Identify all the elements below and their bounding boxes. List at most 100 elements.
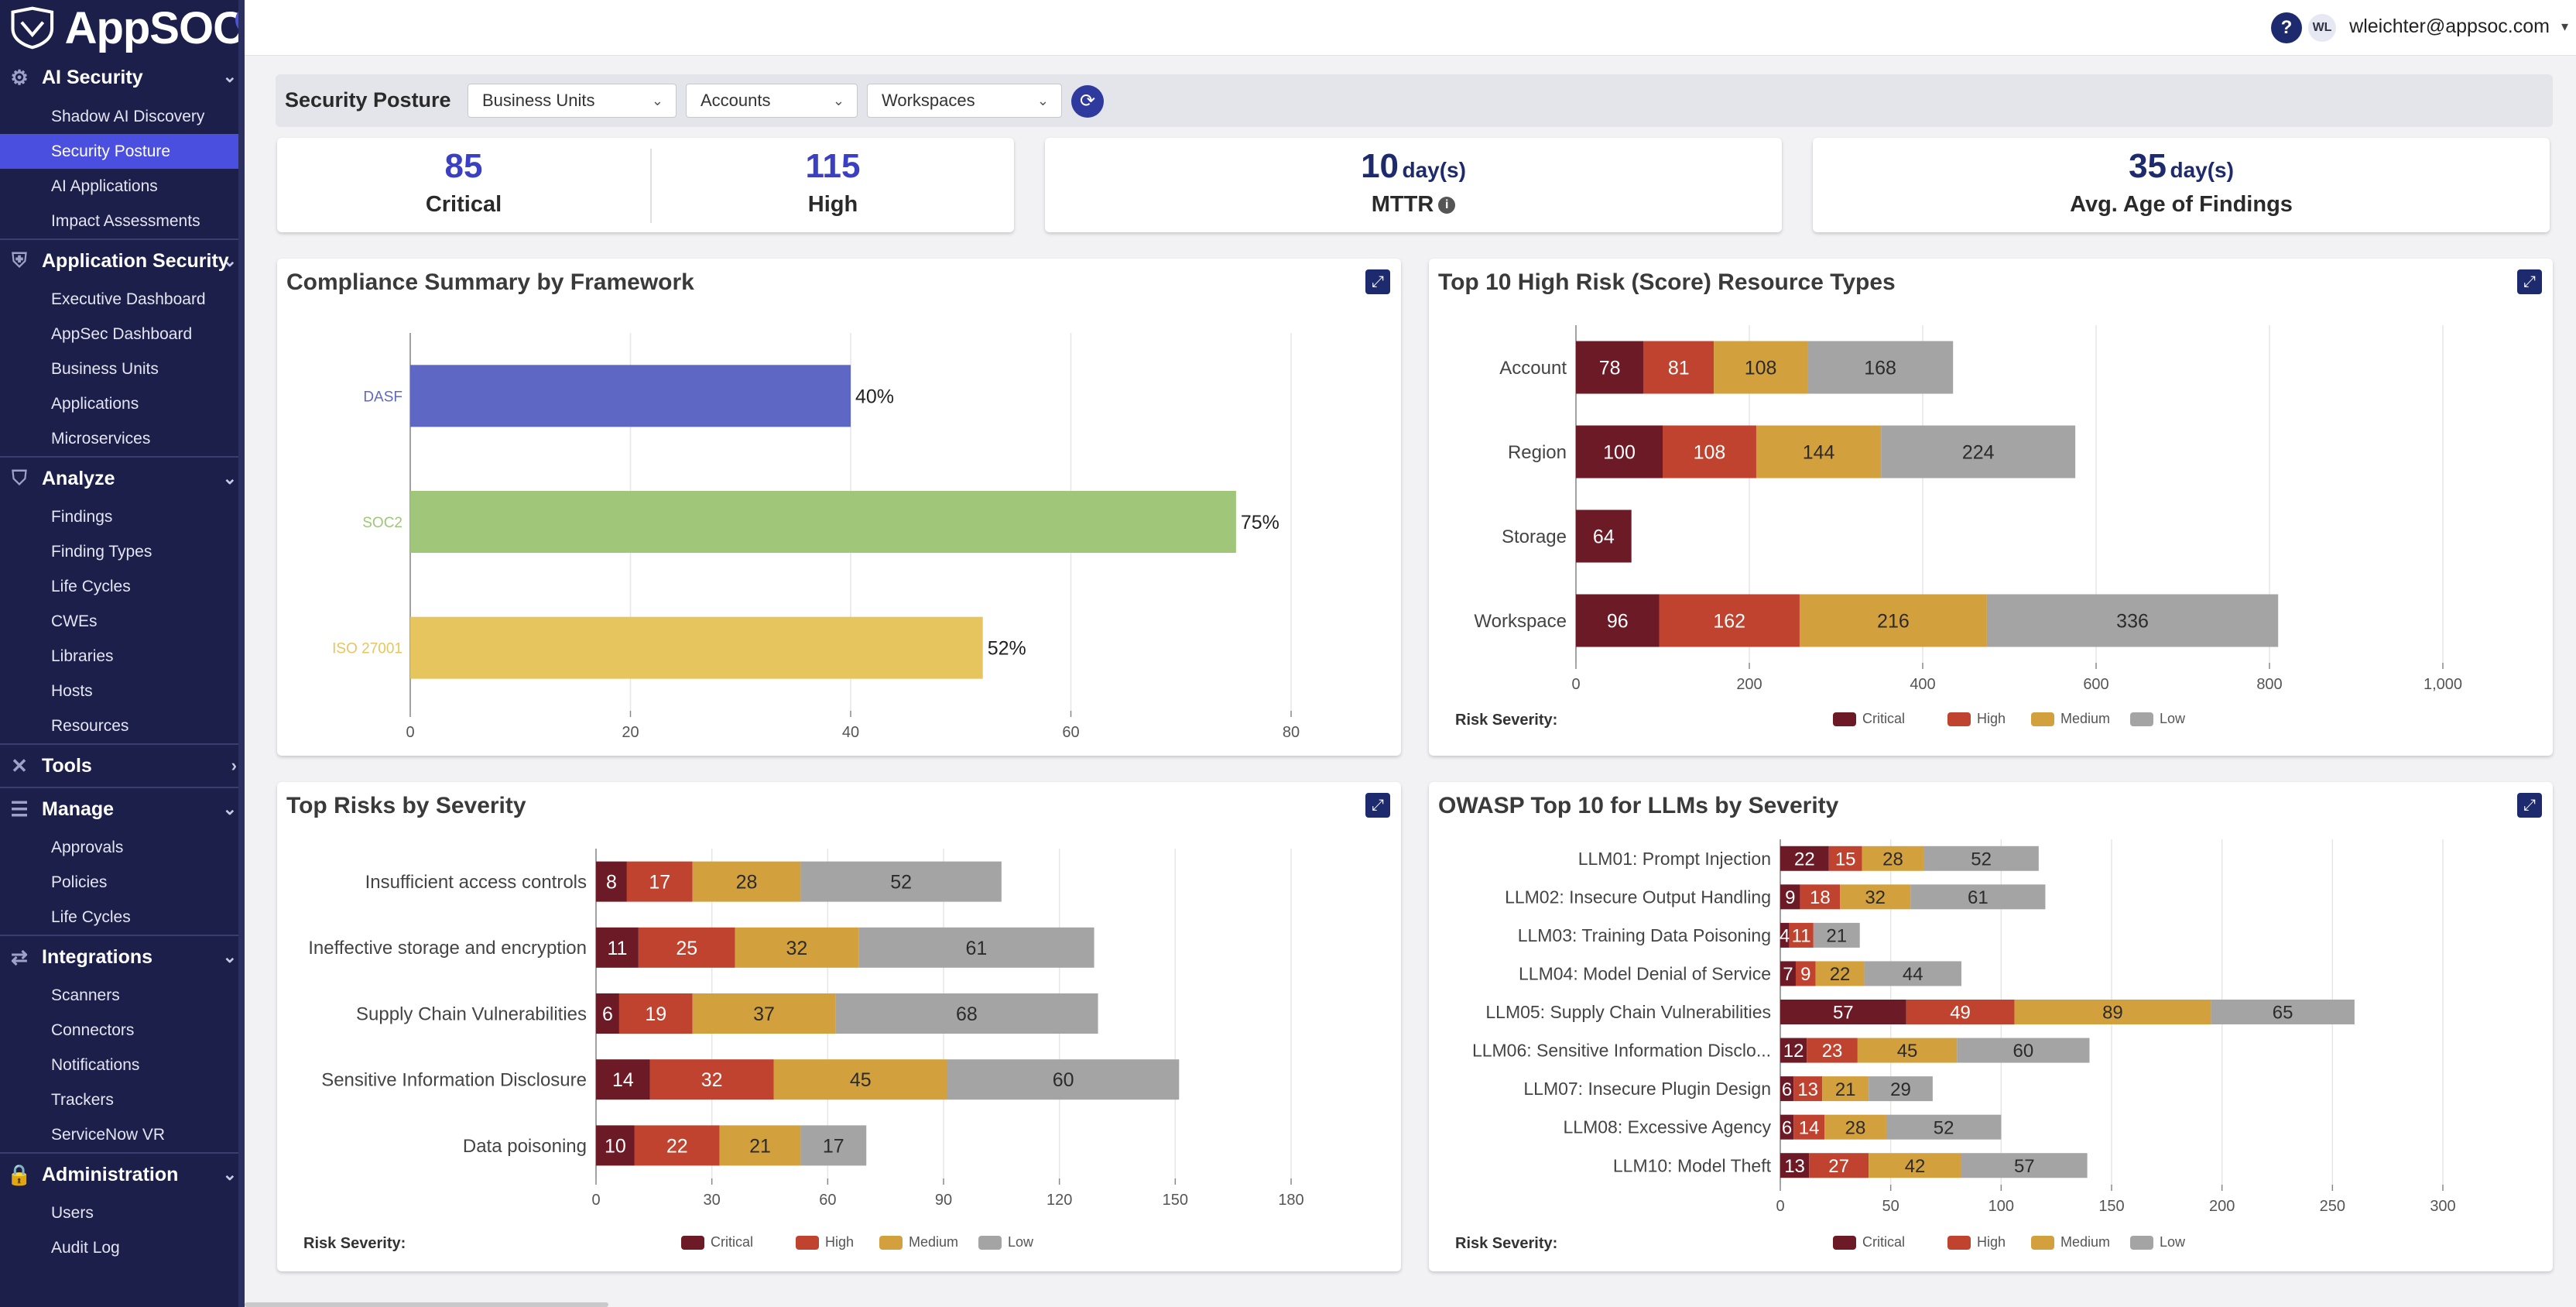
- refresh-icon[interactable]: ⟳: [1071, 85, 1104, 118]
- sidebar-item-security-posture[interactable]: Security Posture: [0, 134, 245, 169]
- data-label: 22: [666, 1135, 688, 1157]
- sidebar-item-findings[interactable]: Findings: [51, 508, 113, 526]
- sidebar-section-ai-security[interactable]: ⚙ AI Security ⌄: [0, 56, 245, 99]
- category-label: Workspace: [1474, 611, 1567, 632]
- caret-down-icon[interactable]: ▾: [2561, 19, 2568, 34]
- bar-segment-high: [1793, 1076, 1823, 1102]
- resource-types-chart: 0 200 400 600 800 1,000 Account 78 81 108 168 Regio…: [1455, 325, 2462, 729]
- avatar[interactable]: WL: [2308, 14, 2336, 42]
- sidebar-item-life-cycles[interactable]: Life Cycles: [51, 908, 131, 926]
- bar-segment-critical: [1576, 509, 1632, 563]
- business-units-select[interactable]: Business Units ⌄: [468, 84, 677, 118]
- info-icon[interactable]: i: [1438, 197, 1456, 214]
- owasp-panel: OWASP Top 10 for LLMs by Severity ⤢ 0 50 1…: [1429, 782, 2553, 1271]
- sidebar-item-audit-log[interactable]: Audit Log: [51, 1239, 120, 1257]
- legend-swatch: [2031, 712, 2054, 726]
- sidebar-item-connectors[interactable]: Connectors: [51, 1021, 135, 1039]
- sidebar-item-shadow-ai-discovery[interactable]: Shadow AI Discovery: [51, 108, 205, 125]
- sidebar-item-applications[interactable]: Applications: [51, 395, 139, 413]
- sidebar-item-servicenow-vr[interactable]: ServiceNow VR: [51, 1126, 166, 1144]
- bar-segment-high: [1800, 884, 1841, 910]
- sidebar-item-finding-types[interactable]: Finding Types: [51, 543, 152, 561]
- sidebar-item-libraries[interactable]: Libraries: [51, 647, 114, 665]
- x-tick-label: 150: [1163, 1192, 1188, 1209]
- sidebar-item-policies[interactable]: Policies: [51, 873, 108, 891]
- x-tick-label: 60: [819, 1192, 836, 1209]
- bar-segment-medium: [1824, 1114, 1886, 1140]
- data-label: 78: [1599, 358, 1621, 379]
- sidebar-item-business-units[interactable]: Business Units: [51, 360, 159, 378]
- bar-segment-critical: [1780, 884, 1800, 910]
- kpi-age-value: 35: [2129, 147, 2167, 185]
- sidebar-item-ai-applications[interactable]: AI Applications: [51, 177, 158, 195]
- x-tick-label: 30: [704, 1192, 721, 1209]
- sidebar-section-tools[interactable]: ✕ Tools ›: [0, 743, 245, 787]
- data-label: 144: [1803, 442, 1835, 464]
- sidebar-item-life-cycles[interactable]: Life Cycles: [51, 578, 131, 595]
- help-icon[interactable]: ?: [2271, 12, 2302, 43]
- sidebar-item-users[interactable]: Users: [51, 1204, 94, 1222]
- kpi-mttr-label: MTTR: [1371, 192, 1434, 217]
- bar-segment-critical: [1780, 1114, 1794, 1140]
- legend-label: Critical: [1862, 711, 1905, 726]
- kpi-critical[interactable]: 85 Critical: [277, 147, 650, 218]
- sidebar-item-trackers[interactable]: Trackers: [51, 1091, 114, 1109]
- data-label: 336: [2116, 611, 2149, 633]
- bar-segment-high: [618, 993, 693, 1034]
- expand-icon[interactable]: ⤢: [2517, 269, 2542, 294]
- horizontal-scrollbar[interactable]: [245, 1302, 608, 1307]
- expand-icon[interactable]: ⤢: [1365, 793, 1390, 818]
- chevron-down-icon: ⌄: [222, 799, 237, 818]
- bar-segment-low: [1807, 341, 1954, 394]
- accounts-select[interactable]: Accounts ⌄: [686, 84, 858, 118]
- expand-icon[interactable]: ⤢: [2517, 793, 2542, 818]
- bar-segment-high: [1789, 922, 1814, 948]
- data-label: 10: [605, 1135, 626, 1157]
- data-label: 37: [753, 1003, 775, 1025]
- data-label: 100: [1603, 442, 1636, 464]
- data-label: 108: [1745, 358, 1777, 379]
- data-label: 32: [786, 938, 808, 959]
- sidebar-item-microservices[interactable]: Microservices: [51, 430, 151, 448]
- panel-title: OWASP Top 10 for LLMs by Severity: [1438, 793, 1839, 818]
- sidebar-item-appsec-dashboard[interactable]: AppSec Dashboard: [51, 325, 193, 343]
- data-label: 224: [1962, 442, 1995, 464]
- category-label: LLM06: Sensitive Information Disclo...: [1472, 1041, 1771, 1061]
- sidebar-item-notifications[interactable]: Notifications: [51, 1056, 140, 1074]
- sidebar-scrollbar[interactable]: [238, 0, 245, 1307]
- compliance-chart: 0 20 40 60 80 DASF 40% SOC2 75% ISO 27001 52%: [332, 333, 1300, 741]
- data-label: 52: [890, 872, 912, 894]
- sidebar-item-hosts[interactable]: Hosts: [51, 682, 93, 700]
- kpi-high[interactable]: 115 High: [652, 147, 1014, 218]
- sidebar-section-integrations[interactable]: ⇄ Integrations ⌄: [0, 935, 245, 978]
- legend-swatch: [1833, 712, 1856, 726]
- sidebar-item-resources[interactable]: Resources: [51, 717, 129, 735]
- user-menu[interactable]: wleichter@appsoc.com: [2349, 15, 2550, 37]
- kpi-age-unit: day(s): [2170, 158, 2234, 182]
- data-label: 45: [850, 1069, 872, 1091]
- bar-segment-low: [1961, 1153, 2088, 1178]
- sidebar-section-administration[interactable]: 🔒 Administration ⌄: [0, 1152, 245, 1196]
- sidebar-item-impact-assessments[interactable]: Impact Assessments: [51, 212, 200, 230]
- x-tick-label: 120: [1046, 1192, 1072, 1209]
- shield-gear-icon: ⛨: [12, 249, 27, 272]
- sidebar-section-analyze[interactable]: ⛉ Analyze ⌄: [0, 456, 245, 499]
- data-label: 9: [1800, 964, 1810, 985]
- brand-logo[interactable]: AppSOC: [0, 0, 245, 56]
- sidebar-section-manage[interactable]: ☰ Manage ⌄: [0, 787, 245, 830]
- sidebar-item-scanners[interactable]: Scanners: [51, 986, 120, 1004]
- bar-segment-critical: [596, 927, 639, 968]
- legend-swatch: [879, 1236, 903, 1250]
- sidebar-item-approvals[interactable]: Approvals: [51, 839, 124, 856]
- sidebar-item-cwes[interactable]: CWEs: [51, 612, 98, 630]
- sidebar-item-executive-dashboard[interactable]: Executive Dashboard: [51, 290, 206, 308]
- workspaces-select[interactable]: Workspaces ⌄: [867, 84, 1062, 118]
- data-label: 6: [1782, 1079, 1792, 1100]
- x-tick-label: 300: [2430, 1198, 2455, 1215]
- workspaces-select-value: Workspaces: [882, 91, 975, 110]
- x-tick-label: 20: [622, 724, 639, 741]
- sidebar-section-application-security[interactable]: ⛨ Application Security ⌄: [0, 238, 245, 282]
- expand-icon[interactable]: ⤢: [1365, 269, 1390, 294]
- bar-segment-high: [1809, 1153, 1869, 1178]
- bar-segment-low: [1923, 846, 2039, 871]
